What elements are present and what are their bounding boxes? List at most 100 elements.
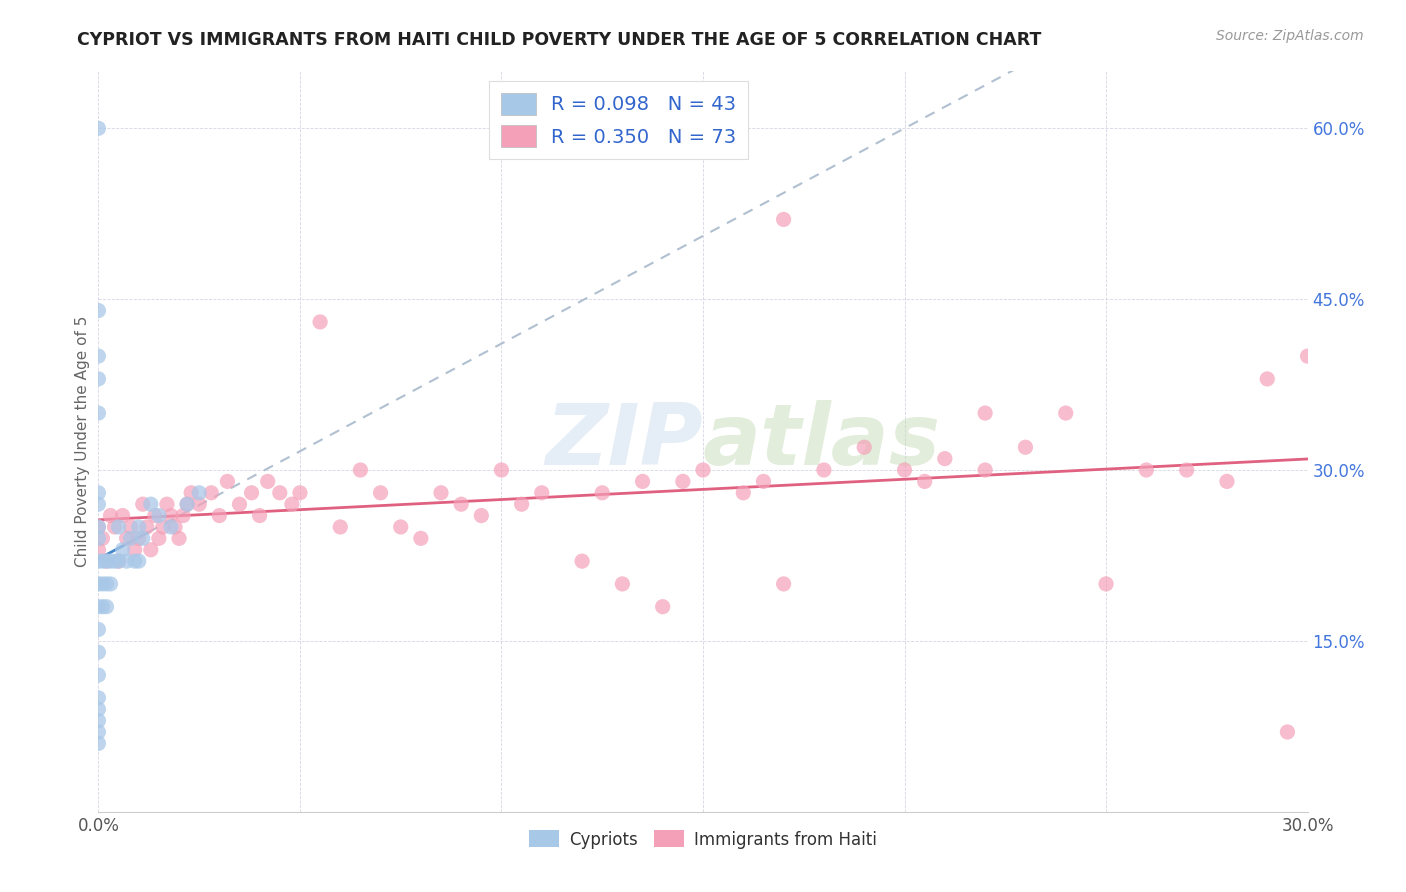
- Point: [491, 463, 513, 477]
- Point: [124, 554, 146, 568]
- Point: [309, 315, 332, 329]
- Point: [208, 508, 231, 523]
- Point: [139, 497, 162, 511]
- Point: [87, 406, 110, 420]
- Point: [143, 508, 166, 523]
- Point: [240, 485, 263, 500]
- Point: [96, 599, 118, 614]
- Point: [160, 520, 183, 534]
- Point: [111, 508, 134, 523]
- Point: [87, 520, 110, 534]
- Point: [124, 542, 146, 557]
- Point: [96, 554, 118, 568]
- Point: [409, 532, 432, 546]
- Point: [135, 520, 157, 534]
- Point: [115, 532, 138, 546]
- Point: [128, 554, 150, 568]
- Point: [87, 623, 110, 637]
- Point: [87, 532, 110, 546]
- Point: [148, 532, 170, 546]
- Point: [974, 463, 997, 477]
- Point: [128, 520, 150, 534]
- Point: [87, 714, 110, 728]
- Point: [752, 475, 775, 489]
- Point: [96, 554, 118, 568]
- Point: [370, 485, 392, 500]
- Point: [87, 372, 110, 386]
- Point: [87, 577, 110, 591]
- Point: [148, 508, 170, 523]
- Point: [87, 497, 110, 511]
- Text: ZIP: ZIP: [546, 400, 703, 483]
- Point: [672, 475, 695, 489]
- Point: [100, 577, 122, 591]
- Point: [631, 475, 654, 489]
- Point: [120, 520, 142, 534]
- Point: [176, 497, 198, 511]
- Text: atlas: atlas: [703, 400, 941, 483]
- Point: [103, 520, 125, 534]
- Point: [91, 532, 114, 546]
- Point: [1054, 406, 1077, 420]
- Point: [1216, 475, 1239, 489]
- Point: [152, 520, 174, 534]
- Point: [180, 485, 202, 500]
- Point: [349, 463, 371, 477]
- Point: [91, 599, 114, 614]
- Point: [530, 485, 553, 500]
- Point: [132, 497, 155, 511]
- Point: [1014, 440, 1036, 454]
- Point: [163, 520, 186, 534]
- Point: [450, 497, 472, 511]
- Point: [176, 497, 198, 511]
- Point: [329, 520, 352, 534]
- Point: [172, 508, 194, 523]
- Point: [256, 475, 278, 489]
- Point: [100, 554, 122, 568]
- Point: [571, 554, 593, 568]
- Point: [217, 475, 239, 489]
- Point: [269, 485, 291, 500]
- Point: [1135, 463, 1157, 477]
- Point: [115, 554, 138, 568]
- Point: [612, 577, 634, 591]
- Point: [853, 440, 876, 454]
- Point: [591, 485, 613, 500]
- Point: [132, 532, 155, 546]
- Point: [1256, 372, 1278, 386]
- Point: [100, 508, 122, 523]
- Point: [87, 303, 110, 318]
- Point: [91, 577, 114, 591]
- Point: [156, 497, 179, 511]
- Point: [1296, 349, 1319, 363]
- Point: [107, 554, 129, 568]
- Point: [139, 542, 162, 557]
- Point: [91, 554, 114, 568]
- Point: [87, 668, 110, 682]
- Point: [96, 577, 118, 591]
- Point: [772, 212, 794, 227]
- Point: [934, 451, 956, 466]
- Text: CYPRIOT VS IMMIGRANTS FROM HAITI CHILD POVERTY UNDER THE AGE OF 5 CORRELATION CH: CYPRIOT VS IMMIGRANTS FROM HAITI CHILD P…: [77, 31, 1042, 49]
- Point: [103, 554, 125, 568]
- Point: [120, 532, 142, 546]
- Point: [281, 497, 304, 511]
- Point: [87, 554, 110, 568]
- Text: Source: ZipAtlas.com: Source: ZipAtlas.com: [1216, 29, 1364, 43]
- Point: [249, 508, 271, 523]
- Point: [87, 690, 110, 705]
- Point: [87, 349, 110, 363]
- Point: [430, 485, 453, 500]
- Point: [893, 463, 915, 477]
- Point: [87, 725, 110, 739]
- Point: [772, 577, 794, 591]
- Point: [107, 554, 129, 568]
- Point: [87, 121, 110, 136]
- Legend: Cypriots, Immigrants from Haiti: Cypriots, Immigrants from Haiti: [522, 823, 884, 855]
- Point: [692, 463, 714, 477]
- Point: [228, 497, 250, 511]
- Point: [470, 508, 492, 523]
- Point: [813, 463, 835, 477]
- Point: [87, 599, 110, 614]
- Point: [107, 520, 129, 534]
